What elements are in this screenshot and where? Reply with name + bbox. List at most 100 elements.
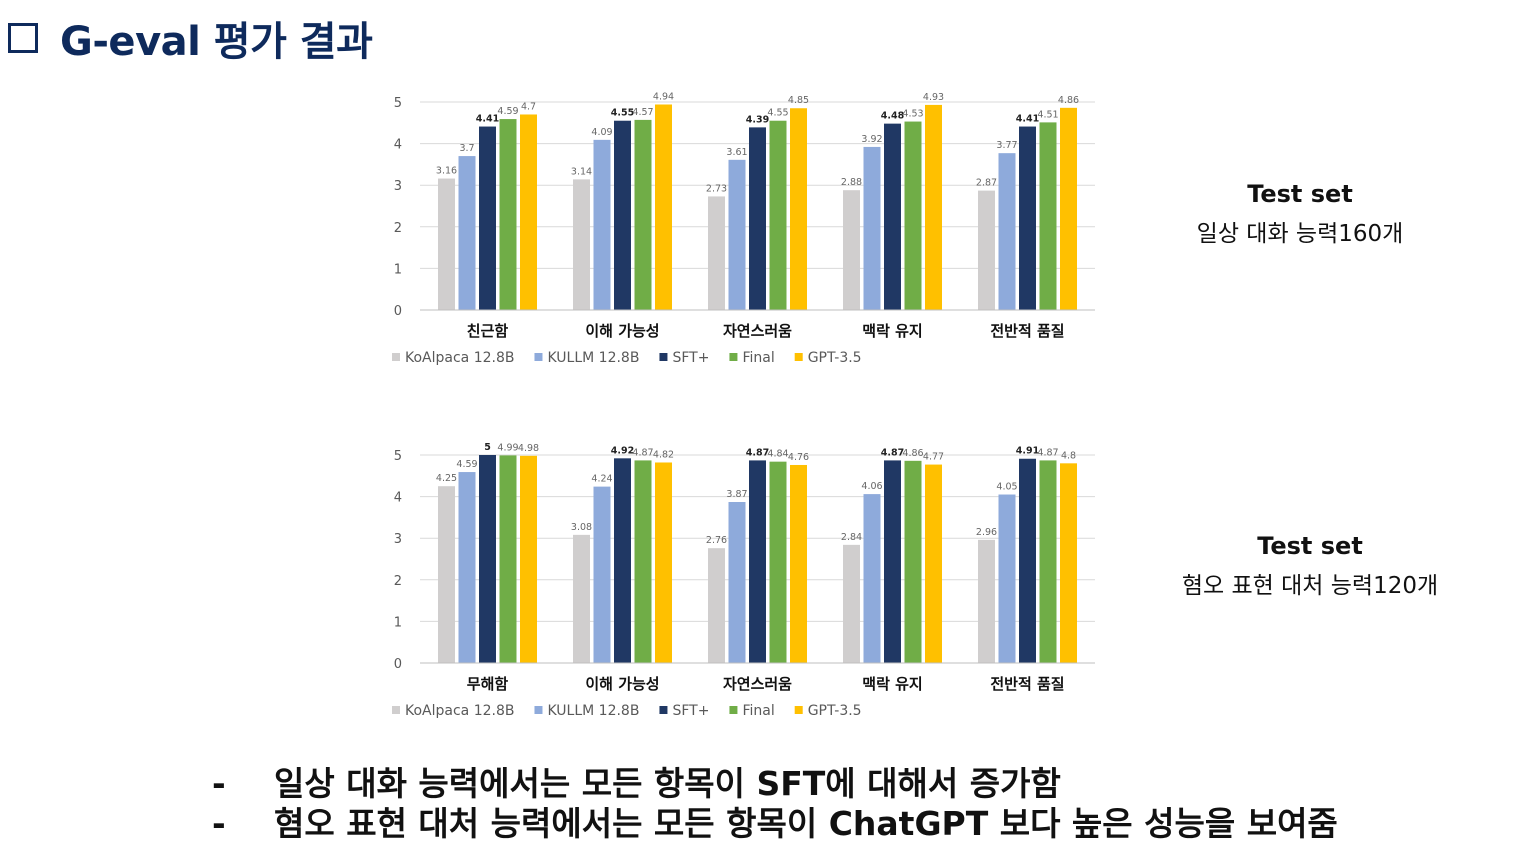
data-label: 4.41 <box>1016 114 1039 125</box>
data-label: 4.06 <box>861 481 882 492</box>
legend-label: GPT-3.5 <box>808 350 862 366</box>
test-set-note-hate: Test set 혐오 표현 대처 능력120개 <box>1150 532 1470 600</box>
bar <box>978 190 995 310</box>
data-label: 2.87 <box>976 178 997 189</box>
x-category-label: 이해 가능성 <box>585 675 659 693</box>
y-tick-label: 1 <box>394 262 402 277</box>
data-label: 4.99 <box>497 442 518 453</box>
data-label: 4.87 <box>746 447 769 458</box>
bar-chart-hate-speech: 0 1 2 3 4 5 4.25 4.59 5 4.99 4.98 무해함 3.08 4.24 4.92 4.… <box>380 437 1110 737</box>
legend-label: KoAlpaca 12.8B <box>405 350 514 366</box>
x-category-label: 전반적 품질 <box>990 322 1064 340</box>
bar <box>499 455 517 663</box>
data-label: 4.93 <box>923 92 944 103</box>
data-label: 4.53 <box>902 109 923 120</box>
data-label: 4.59 <box>456 459 477 470</box>
test-set-note-daily: Test set 일상 대화 능력160개 <box>1160 180 1440 248</box>
data-label: 4.84 <box>767 449 788 460</box>
data-label: 4.41 <box>476 114 499 125</box>
bar <box>1019 126 1036 310</box>
bar <box>708 196 725 310</box>
data-label: 3.08 <box>571 522 592 533</box>
bar <box>790 108 807 311</box>
y-tick-label: 4 <box>394 138 402 153</box>
test-set-description: 혐오 표현 대처 능력120개 <box>1181 573 1439 599</box>
x-category-label: 자연스러움 <box>723 322 792 340</box>
data-label: 4.92 <box>611 445 634 456</box>
bar <box>593 486 611 663</box>
data-label: 4.55 <box>611 108 634 119</box>
x-category-label: 무해함 <box>467 675 509 693</box>
data-label: 3.7 <box>459 143 474 154</box>
data-label: 4.91 <box>1016 446 1039 457</box>
data-label: 4.57 <box>632 107 653 118</box>
bar <box>843 190 860 310</box>
y-tick-label: 2 <box>394 221 402 236</box>
bar <box>904 460 922 663</box>
legend-label: Final <box>742 350 774 366</box>
y-tick-label: 1 <box>394 615 402 630</box>
bar <box>708 548 725 663</box>
data-label: 4.05 <box>996 482 1017 493</box>
bar <box>884 123 901 310</box>
x-category-label: 전반적 품질 <box>990 675 1064 693</box>
legend-swatch <box>659 706 668 714</box>
data-label: 2.76 <box>706 535 727 546</box>
test-set-description: 일상 대화 능력160개 <box>1196 221 1404 247</box>
slide-title-text: G-eval 평가 결과 <box>60 19 373 65</box>
data-label: 2.84 <box>841 532 862 543</box>
legend-label: SFT+ <box>672 703 709 719</box>
data-label: 4.77 <box>923 452 944 463</box>
legend-label: GPT-3.5 <box>808 703 862 719</box>
conclusion-bullets: - 일상 대화 능력에서는 모든 항목이 SFT에 대해서 증가함 - 혐오 표… <box>212 764 1338 844</box>
data-label: 2.88 <box>841 177 862 188</box>
bullet-text: 일상 대화 능력에서는 모든 항목이 SFT에 대해서 증가함 <box>274 764 1061 803</box>
data-label: 2.96 <box>976 527 997 538</box>
data-label: 3.77 <box>996 140 1017 151</box>
data-label: 4.7 <box>521 101 536 112</box>
legend-label: KULLM 12.8B <box>547 350 639 366</box>
bar <box>479 455 496 663</box>
data-label: 3.87 <box>726 489 747 500</box>
x-category-label: 이해 가능성 <box>585 322 659 340</box>
bar <box>998 153 1016 310</box>
bar <box>614 120 631 310</box>
data-label: 4.48 <box>881 111 905 122</box>
legend-swatch <box>392 706 400 714</box>
slide-title: G-eval 평가 결과 <box>8 10 373 66</box>
bar <box>634 460 652 663</box>
legend-swatch <box>794 706 803 714</box>
y-tick-label: 5 <box>394 449 402 464</box>
data-label: 2.73 <box>706 183 727 194</box>
y-tick-label: 5 <box>394 96 402 111</box>
bar <box>593 139 611 310</box>
bar <box>520 114 537 310</box>
data-label: 5 <box>484 442 491 453</box>
legend-label: KULLM 12.8B <box>547 703 639 719</box>
data-label: 4.98 <box>518 443 539 454</box>
bar <box>728 502 746 663</box>
bar <box>1060 463 1077 663</box>
checkbox-square-icon <box>8 23 38 53</box>
legend-swatch <box>392 353 400 361</box>
bar <box>573 534 590 663</box>
data-label: 4.86 <box>902 448 923 459</box>
legend-swatch <box>729 706 738 714</box>
data-label: 4.82 <box>653 449 674 460</box>
data-label: 4.25 <box>436 473 457 484</box>
legend-swatch <box>534 353 543 361</box>
x-category-label: 친근함 <box>467 322 509 340</box>
bar <box>655 104 672 310</box>
data-label: 4.87 <box>881 447 904 458</box>
bar <box>978 539 995 663</box>
bar <box>1019 458 1036 663</box>
data-label: 4.86 <box>1058 95 1079 106</box>
bullet-item: - 일상 대화 능력에서는 모든 항목이 SFT에 대해서 증가함 <box>212 764 1338 804</box>
y-tick-label: 0 <box>394 304 402 319</box>
data-label: 3.92 <box>861 134 882 145</box>
bar <box>458 472 476 663</box>
x-category-label: 자연스러움 <box>723 675 792 693</box>
bar <box>749 460 766 663</box>
data-label: 4.51 <box>1037 109 1058 120</box>
